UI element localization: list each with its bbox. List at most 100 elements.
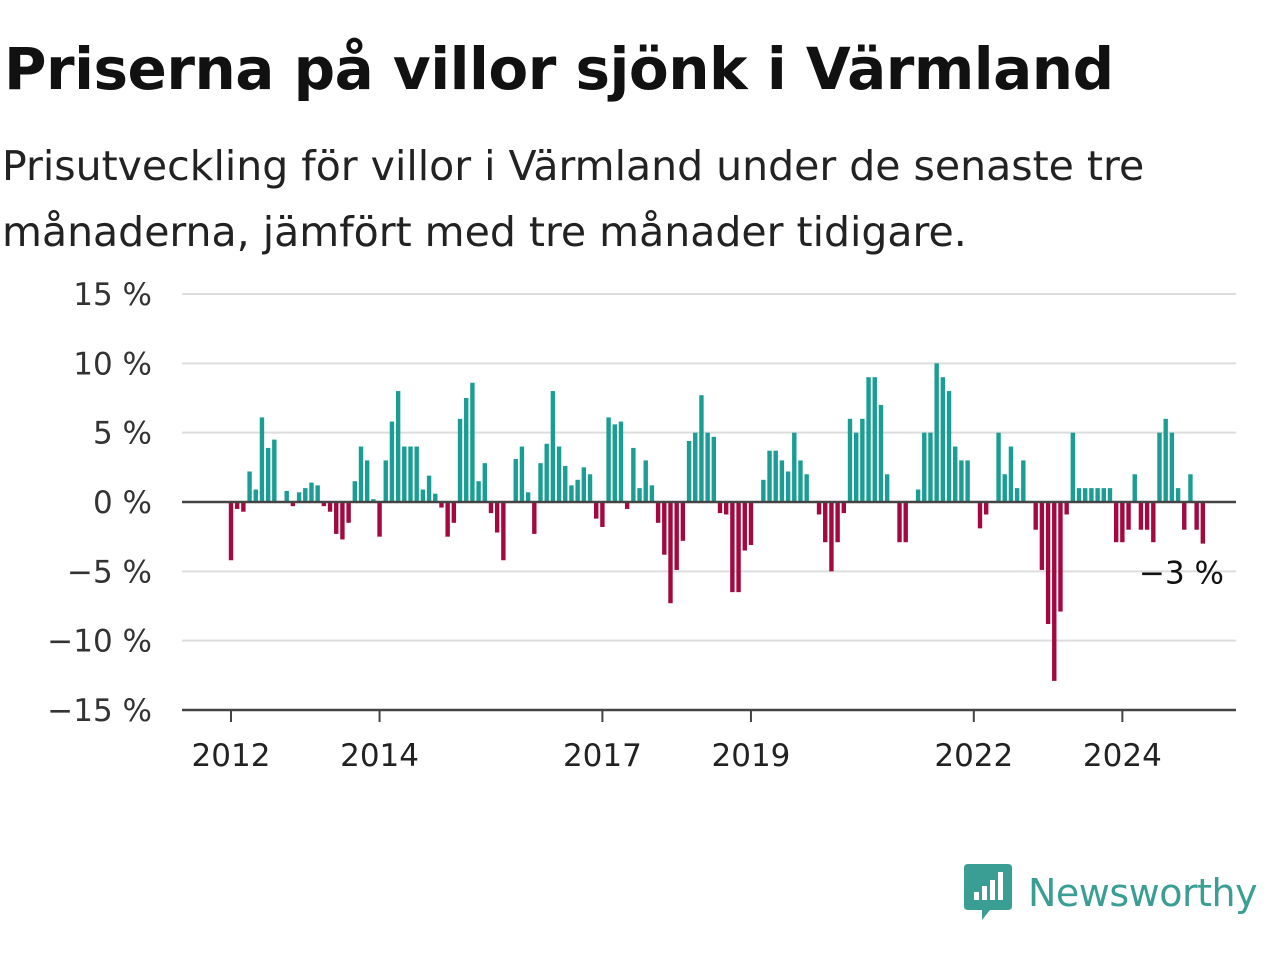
bar	[550, 391, 556, 502]
bar	[1138, 502, 1144, 530]
bar	[352, 481, 357, 502]
bar	[395, 391, 401, 502]
bar	[433, 493, 438, 502]
bar	[934, 363, 939, 502]
bar	[965, 460, 970, 502]
bar	[1101, 488, 1106, 502]
bar	[272, 439, 277, 502]
bar	[866, 377, 871, 502]
bar	[1083, 488, 1088, 502]
bar	[371, 499, 376, 502]
bar	[1120, 502, 1125, 543]
bar	[476, 481, 481, 502]
bar	[1002, 474, 1007, 502]
bar	[1132, 474, 1137, 502]
bar	[847, 418, 853, 502]
bar	[457, 418, 463, 502]
bar	[1169, 432, 1175, 502]
bar	[1070, 432, 1076, 502]
bar	[1033, 502, 1038, 530]
chart-title: Priserna på villor sjönk i Värmland	[4, 35, 1114, 103]
bar	[736, 502, 741, 593]
bar	[767, 450, 772, 502]
bar	[792, 432, 797, 502]
bar	[451, 502, 457, 523]
bar	[247, 471, 252, 502]
bar	[711, 436, 717, 502]
bar	[996, 432, 1001, 502]
bar	[364, 460, 370, 502]
y-axis-ticks: 15 % 10 % 5 % 0 % −5 % −10 % −15 %	[47, 277, 152, 729]
bar	[637, 488, 642, 502]
bar	[1021, 460, 1026, 502]
bar	[377, 502, 382, 537]
x-tick-label: 2014	[340, 738, 419, 774]
bar	[1008, 446, 1014, 502]
bar	[525, 492, 531, 502]
bar	[829, 502, 834, 572]
bar	[624, 502, 630, 509]
bar	[265, 447, 271, 502]
newsworthy-logo-icon	[964, 864, 1012, 920]
bar	[655, 502, 661, 523]
bar	[674, 502, 679, 570]
bar	[693, 432, 698, 502]
bar	[835, 502, 840, 543]
bar	[340, 502, 345, 540]
bar	[631, 447, 636, 502]
bar	[309, 482, 314, 502]
bar	[519, 446, 525, 502]
bar	[420, 489, 426, 502]
bar	[928, 432, 933, 502]
bar	[730, 502, 735, 593]
bar	[1144, 502, 1150, 530]
y-tick-label: 5 %	[93, 416, 152, 452]
bar	[1058, 502, 1063, 612]
bar	[1182, 502, 1187, 530]
y-tick-label: 0 %	[93, 485, 152, 521]
bar	[1045, 502, 1051, 625]
bar	[1188, 474, 1193, 502]
bar	[717, 502, 723, 514]
bar	[1039, 502, 1045, 570]
bar	[1113, 502, 1119, 543]
bar	[860, 418, 865, 502]
bar	[1107, 488, 1113, 502]
bar	[501, 502, 506, 561]
y-tick-label: 10 %	[73, 346, 152, 382]
bar	[668, 502, 673, 604]
bar	[884, 474, 890, 502]
bar	[358, 446, 364, 502]
bar	[872, 377, 877, 502]
bar	[915, 489, 921, 502]
bar	[1064, 502, 1069, 515]
bars	[228, 363, 1206, 681]
bar	[303, 488, 308, 502]
bar	[878, 404, 884, 502]
bar	[798, 460, 803, 502]
bar	[785, 471, 791, 502]
bar	[959, 460, 964, 502]
bar	[488, 502, 494, 514]
bar	[445, 502, 450, 537]
bar	[1076, 488, 1082, 502]
last-value-label: −3 %	[1139, 555, 1224, 591]
brand: Newsworthy	[962, 862, 1258, 924]
bar	[1052, 502, 1057, 681]
bar	[402, 446, 407, 502]
x-tick-label: 2012	[192, 738, 271, 774]
bar	[977, 502, 983, 529]
bar	[699, 395, 704, 502]
bar	[296, 492, 302, 502]
bar	[594, 502, 599, 519]
y-tick-label: −5 %	[67, 554, 152, 590]
bar	[705, 432, 710, 502]
bar	[426, 475, 432, 502]
bar	[724, 502, 729, 515]
bar	[284, 490, 289, 502]
bar	[334, 502, 339, 534]
bar	[383, 460, 388, 502]
bar	[1151, 502, 1156, 543]
bar	[556, 446, 562, 502]
bar	[290, 502, 296, 507]
